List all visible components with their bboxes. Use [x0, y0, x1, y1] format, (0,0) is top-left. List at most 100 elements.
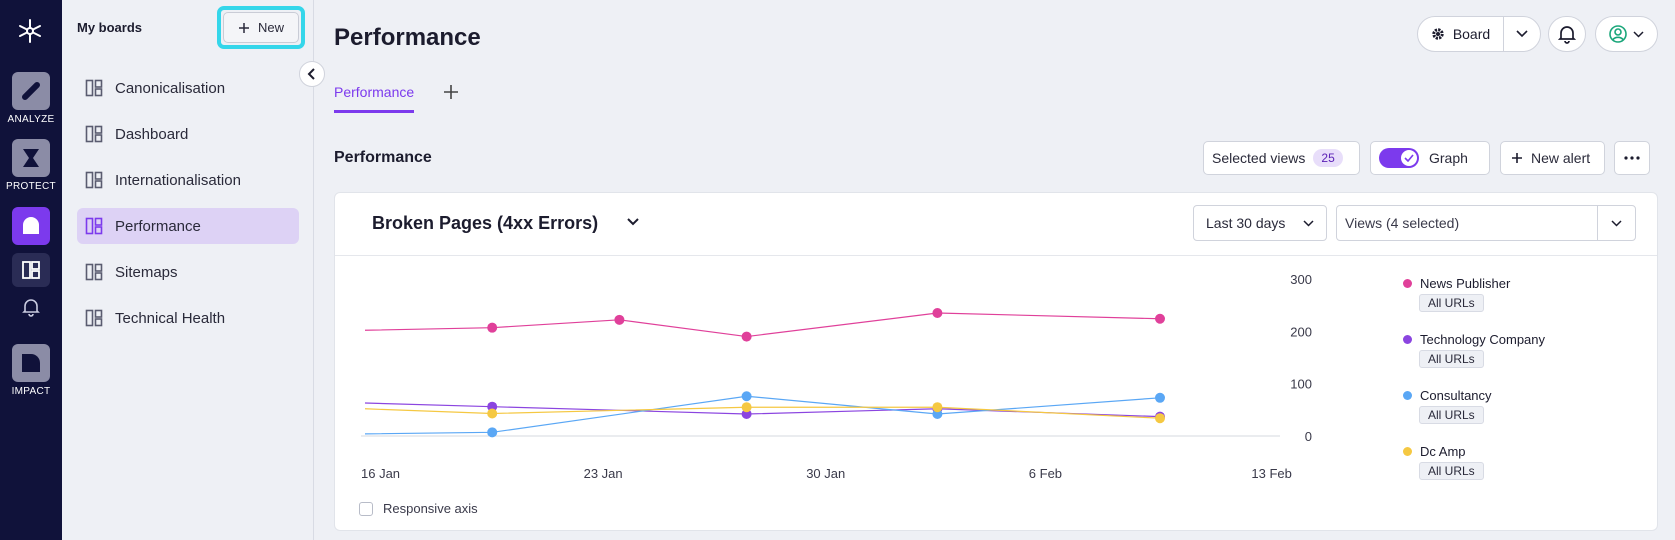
data-point — [487, 427, 498, 438]
sidebar-item-label: Dashboard — [115, 125, 189, 143]
series-line — [364, 402, 1161, 418]
monitor-icon — [12, 207, 50, 245]
gear-icon — [1432, 28, 1444, 40]
sidebar-item-internationalisation[interactable]: Internationalisation — [77, 162, 299, 198]
views-dropdown-button[interactable] — [1597, 206, 1635, 240]
responsive-axis-label: Responsive axis — [383, 501, 478, 516]
legend-item[interactable]: Consultancy All URLs — [1403, 388, 1603, 424]
impact-icon — [12, 344, 50, 382]
legend-label: News Publisher — [1420, 276, 1511, 291]
legend-tag: All URLs — [1419, 350, 1484, 368]
legend-item[interactable]: Dc Amp All URLs — [1403, 444, 1603, 480]
rail-impact[interactable]: IMPACT — [0, 344, 62, 397]
date-range-select[interactable]: Last 30 days — [1193, 205, 1327, 241]
graph-toggle-label: Graph — [1429, 150, 1468, 166]
rail-protect[interactable]: PROTECT — [0, 139, 62, 192]
board-settings-button[interactable]: Board — [1418, 17, 1504, 51]
legend-dot — [1403, 447, 1412, 456]
app-logo-icon[interactable] — [17, 18, 43, 44]
data-point — [932, 402, 943, 413]
x-tick-label: 23 Jan — [584, 466, 623, 481]
board-menu: Board — [1417, 16, 1541, 52]
selected-views-label: Selected views — [1212, 150, 1306, 166]
data-point — [487, 322, 498, 333]
more-options-button[interactable] — [1614, 141, 1650, 175]
legend-tag: All URLs — [1419, 406, 1484, 424]
legend-label: Consultancy — [1420, 388, 1492, 403]
graph-toggle[interactable]: Graph — [1370, 141, 1490, 175]
legend-dot — [1403, 335, 1412, 344]
date-range-label: Last 30 days — [1206, 215, 1286, 231]
analyze-icon — [12, 72, 50, 110]
series-line — [364, 395, 1161, 435]
views-select-label: Views (4 selected) — [1345, 215, 1460, 231]
data-point — [614, 314, 625, 325]
data-point — [741, 391, 752, 402]
new-board-button[interactable]: New — [223, 12, 299, 43]
board-dropdown-button[interactable] — [1504, 17, 1540, 51]
protect-icon — [12, 139, 50, 177]
metric-title[interactable]: Broken Pages (4xx Errors) — [372, 213, 599, 233]
check-icon — [1401, 150, 1417, 166]
chevron-down-icon — [1611, 219, 1622, 227]
sidebar-item-sitemaps[interactable]: Sitemaps — [77, 254, 299, 290]
rail-monitor[interactable] — [0, 207, 62, 249]
tab-performance[interactable]: Performance — [334, 84, 415, 113]
legend-dot — [1403, 279, 1412, 288]
data-point — [1155, 413, 1165, 424]
legend-series-name: Dc Amp — [1403, 444, 1603, 459]
data-point — [932, 308, 943, 319]
sidebar-item-canonicalisation[interactable]: Canonicalisation — [77, 70, 299, 106]
board-icon — [85, 309, 103, 327]
board-icon — [85, 263, 103, 281]
data-point — [741, 402, 752, 413]
sidebar-item-label: Technical Health — [115, 309, 226, 327]
add-tab-button[interactable] — [443, 80, 459, 106]
user-menu-button[interactable] — [1595, 16, 1658, 52]
sidebar-item-performance[interactable]: Performance — [77, 208, 299, 244]
x-tick-label: 6 Feb — [1029, 466, 1062, 481]
sidebar-item-dashboard[interactable]: Dashboard — [77, 116, 299, 152]
y-tick-label: 100 — [1290, 377, 1312, 392]
new-button-highlight — [217, 6, 305, 49]
legend-item[interactable]: News Publisher All URLs — [1403, 276, 1603, 312]
boards-icon[interactable] — [12, 253, 50, 287]
new-alert-button[interactable]: New alert — [1500, 141, 1605, 175]
notifications-button[interactable] — [1548, 16, 1586, 52]
page-title: Performance — [334, 24, 481, 51]
legend-item[interactable]: Technology Company All URLs — [1403, 332, 1603, 368]
more-horizontal-icon — [1624, 156, 1640, 160]
data-point — [1155, 392, 1165, 403]
y-tick-label: 200 — [1290, 324, 1312, 339]
y-tick-label: 300 — [1290, 272, 1312, 287]
rail-protect-label: PROTECT — [6, 181, 56, 192]
section-title: Performance — [334, 149, 432, 166]
x-tick-label: 13 Feb — [1251, 466, 1291, 481]
y-tick-label: 0 — [1305, 429, 1312, 444]
graph-toggle-switch[interactable] — [1379, 148, 1419, 168]
metric-dropdown-icon[interactable] — [627, 213, 639, 231]
selected-views-button[interactable]: Selected views 25 — [1203, 141, 1360, 175]
series-line — [364, 312, 1161, 338]
plus-icon — [238, 22, 249, 33]
responsive-axis-checkbox[interactable] — [359, 501, 373, 516]
new-board-label: New — [257, 20, 284, 35]
rail-analyze[interactable]: ANALYZE — [0, 72, 62, 125]
legend-label: Technology Company — [1420, 332, 1546, 347]
sidebar-item-label: Sitemaps — [115, 263, 178, 281]
plus-icon — [444, 85, 458, 99]
legend-series-name: Consultancy — [1403, 388, 1603, 403]
views-select[interactable]: Views (4 selected) — [1336, 205, 1636, 241]
chevron-down-icon — [1633, 30, 1644, 38]
sidebar-item-technical-health[interactable]: Technical Health — [77, 300, 299, 336]
responsive-axis-option[interactable]: Responsive axis — [359, 501, 478, 516]
collapse-sidebar-button[interactable] — [299, 61, 325, 87]
rail-impact-label: IMPACT — [11, 386, 51, 397]
x-tick-label: 16 Jan — [361, 466, 400, 481]
board-icon — [85, 79, 103, 97]
data-point — [487, 408, 498, 419]
series-line — [364, 406, 1161, 419]
chevron-down-icon — [1516, 30, 1528, 38]
bell-icon[interactable] — [12, 290, 50, 324]
plus-icon — [1512, 153, 1522, 163]
